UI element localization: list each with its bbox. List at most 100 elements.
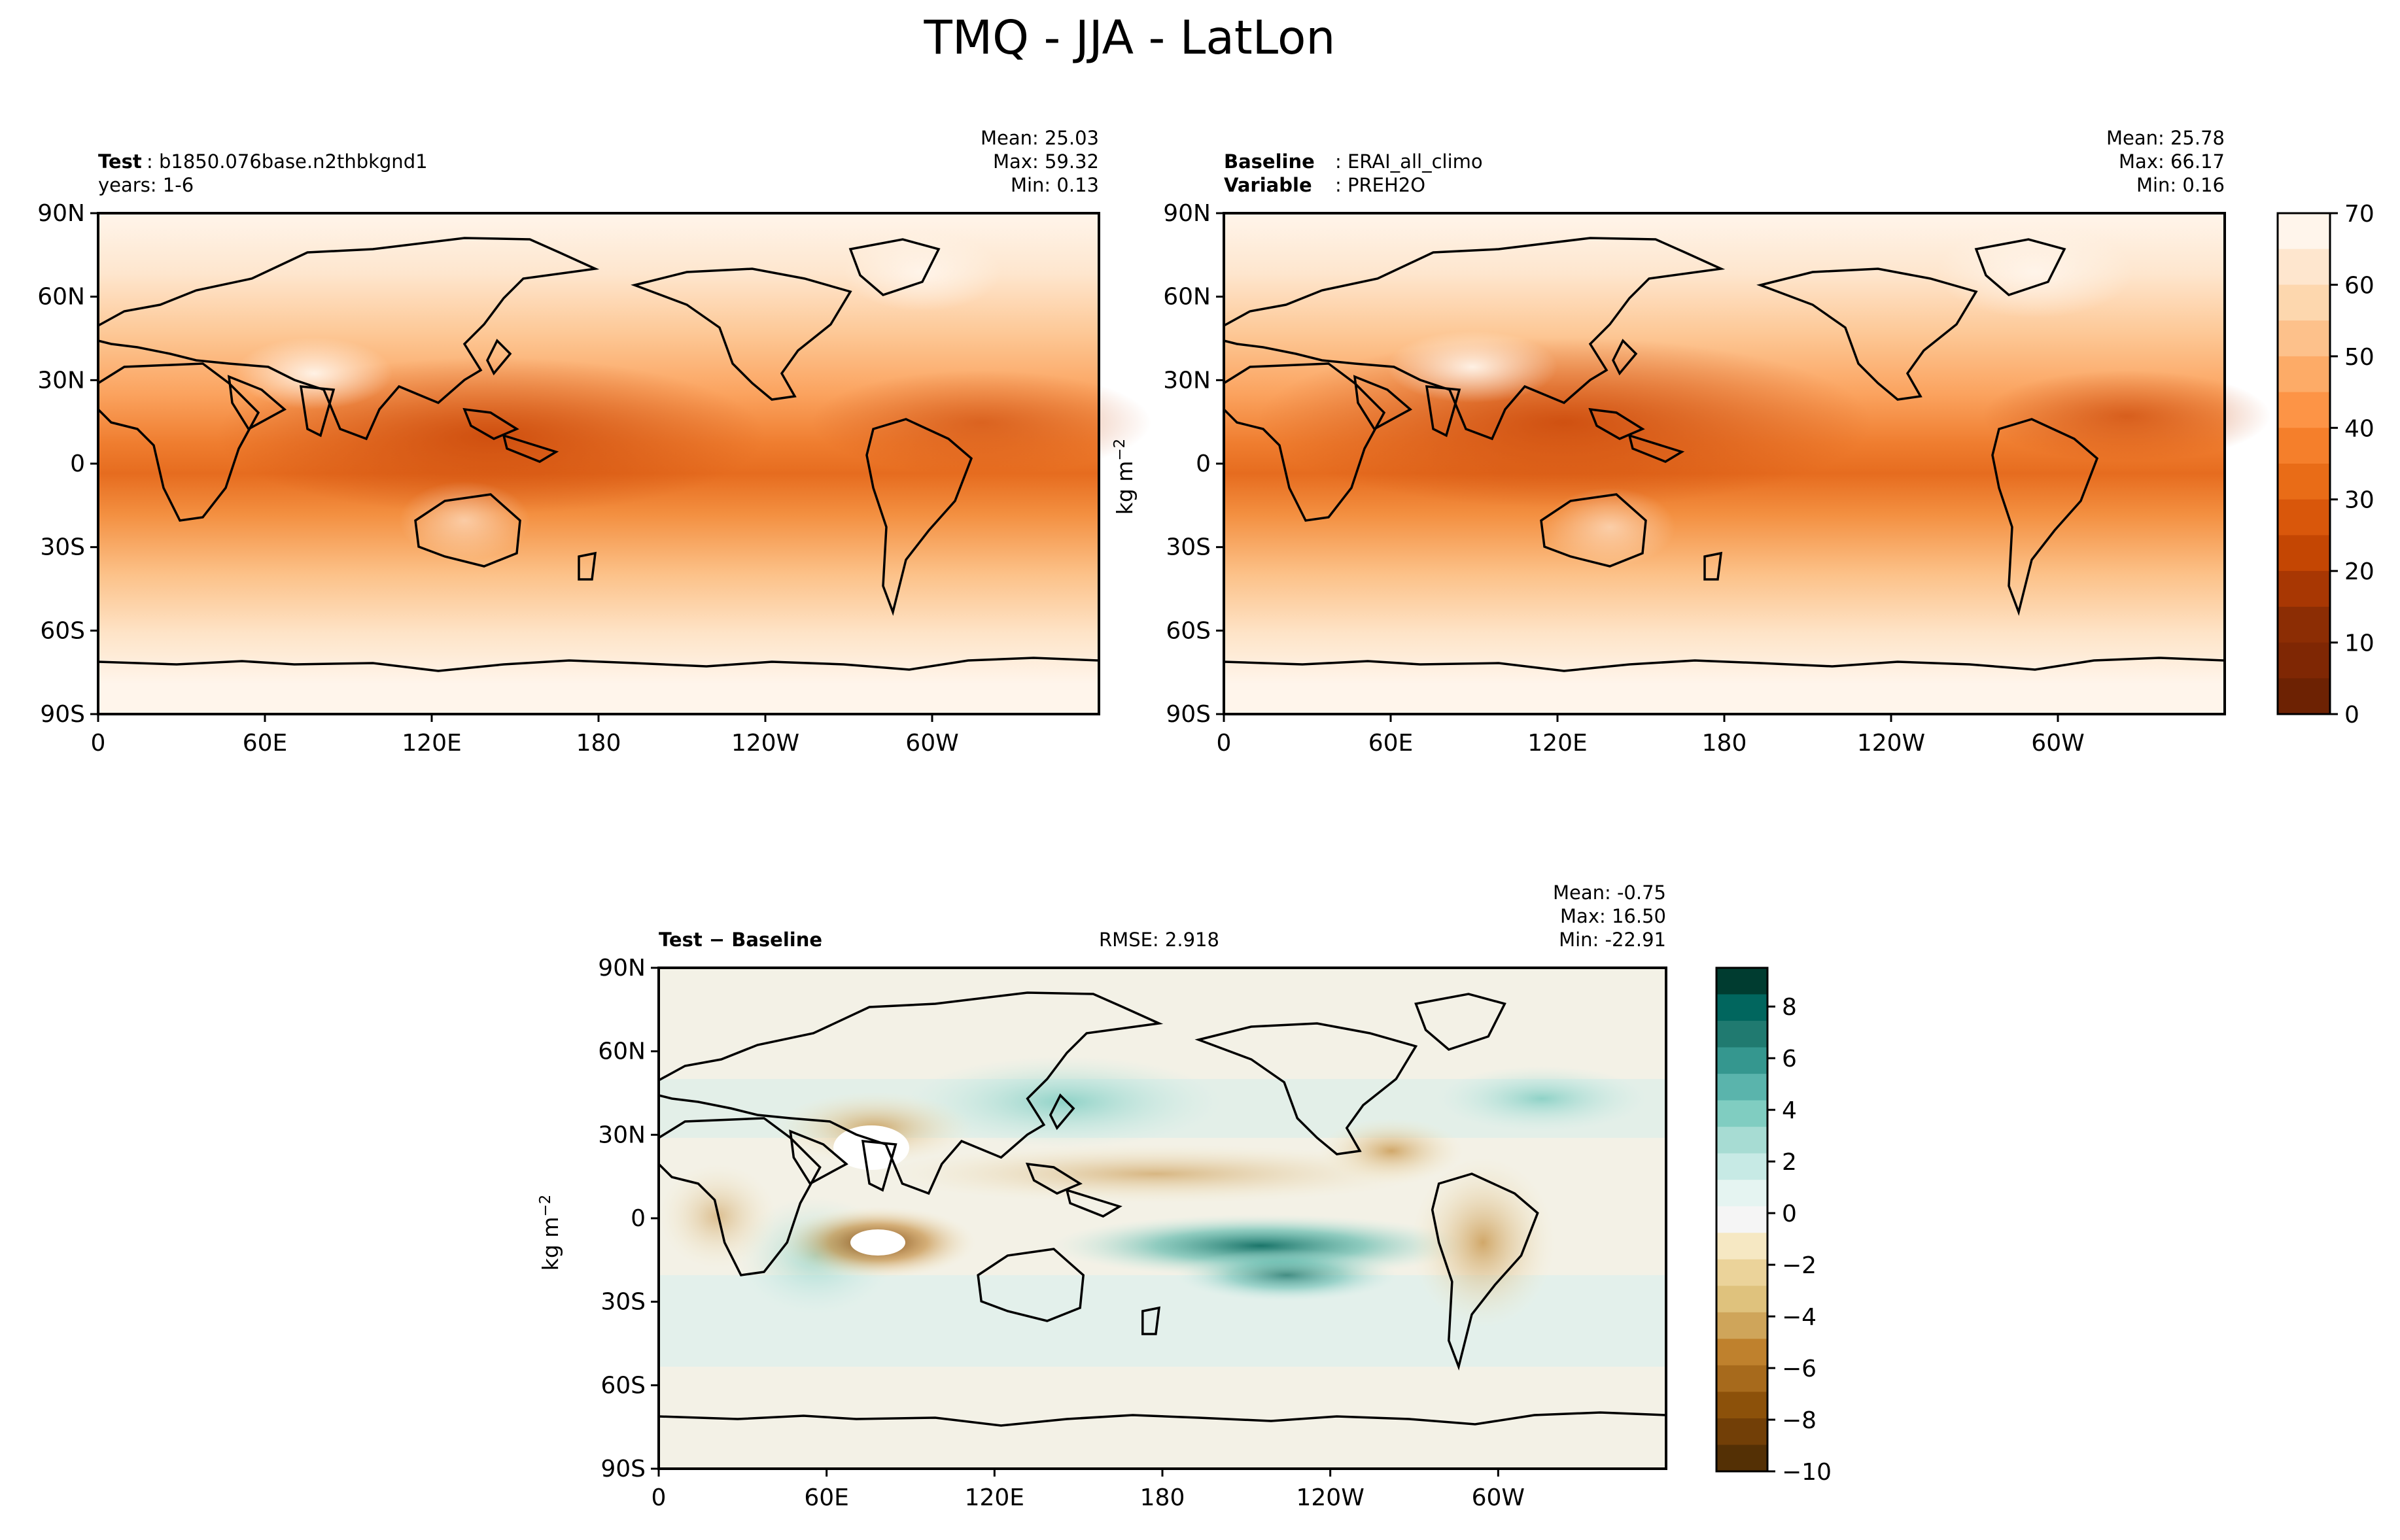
colorbar-band — [1716, 1445, 1767, 1472]
figure-title: TMQ - JJA - LatLon — [924, 10, 1336, 65]
x-tick-label: 60W — [905, 730, 958, 757]
colorbar-band — [2278, 464, 2330, 500]
y-tick-label: 90N — [37, 200, 85, 227]
baseline-title-rest: : ERAI_all_climo — [1335, 150, 1483, 173]
test-stat-min: Min: 0.13 — [1011, 174, 1099, 196]
x-tick-label: 120W — [1296, 1484, 1365, 1511]
colorbar-band — [1716, 1180, 1767, 1207]
colorbar-band — [1716, 1233, 1767, 1260]
y-tick-label: 60S — [600, 1372, 646, 1399]
colorbar-tick-label: 4 — [1782, 1097, 1797, 1124]
colorbar-tick-label: 2 — [1782, 1149, 1797, 1176]
colorbar-tick-label: 8 — [1782, 994, 1797, 1021]
y-tick-label: 30N — [598, 1121, 646, 1148]
x-tick-label: 120E — [965, 1484, 1024, 1511]
baseline-stat-min: Min: 0.16 — [2136, 174, 2225, 196]
colorbar-tick-label: −10 — [1782, 1459, 1832, 1486]
colorbar-band — [1716, 1365, 1767, 1393]
colorbar-tick-label: 20 — [2344, 558, 2374, 585]
colorbar-band — [1716, 994, 1767, 1021]
y-tick-label: 90N — [598, 955, 646, 982]
test-stat-mean: Mean: 25.03 — [981, 127, 1099, 149]
x-tick-label: 120W — [731, 730, 799, 757]
colorbar-band — [2278, 535, 2330, 572]
y-tick-label: 30N — [1163, 367, 1211, 394]
x-tick-label: 60E — [1368, 730, 1414, 757]
diff-title: Test − Baseline — [659, 929, 822, 951]
colorbar-band — [2278, 213, 2330, 250]
test-title-bold: Test — [98, 150, 142, 173]
colorbar-band — [2278, 284, 2330, 321]
colorbar-band — [1716, 1047, 1767, 1074]
colorbar-outline — [1715, 967, 1769, 1473]
colorbar-band — [2278, 248, 2330, 286]
panel-diff: Test − Baseline RMSE: 2.918 Mean: -0.75 … — [657, 881, 1667, 1470]
colorbar-tick-label: 40 — [2344, 415, 2374, 442]
colorbar-band — [1716, 1392, 1767, 1419]
colorbar-tick-label: 70 — [2344, 201, 2374, 228]
colorbar-band — [2278, 499, 2330, 536]
colorbar-band — [2278, 642, 2330, 679]
diff-stat-min: Min: -22.91 — [1559, 929, 1666, 951]
colorbar-band — [2278, 356, 2330, 393]
colorbar-band — [1716, 1418, 1767, 1446]
colorbar-tick-label: −4 — [1782, 1304, 1817, 1331]
diff-field — [659, 968, 1666, 1469]
colorbar-band — [2278, 428, 2330, 464]
y-tick-label: 30S — [1166, 534, 1211, 561]
diff-units-label: kg m−2 — [537, 1195, 563, 1271]
test-subtitle: years: 1-6 — [98, 174, 194, 196]
baseline-stat-mean: Mean: 25.78 — [2106, 127, 2225, 149]
diff-rmse: RMSE: 2.918 — [1099, 929, 1219, 951]
diff-stat-mean: Mean: -0.75 — [1553, 881, 1666, 904]
y-tick-label: 60S — [40, 617, 85, 644]
baseline-field — [1224, 213, 2270, 714]
y-tick-label: 30S — [600, 1289, 646, 1316]
colorbar-band — [1716, 1339, 1767, 1366]
panel-baseline: Baseline : ERAI_all_climo Variable : PRE… — [1223, 127, 2270, 715]
baseline-stat-max: Max: 66.17 — [2119, 150, 2225, 173]
colorbar-band — [1716, 1074, 1767, 1101]
colorbar-tick-label: 50 — [2344, 344, 2374, 371]
y-tick-label: 30N — [37, 367, 85, 394]
colorbar-band — [1716, 1286, 1767, 1313]
colorbar-tick-label: −2 — [1782, 1252, 1817, 1279]
colorbar-band — [1716, 1100, 1767, 1127]
test-field — [98, 213, 1151, 714]
colorbar-band — [1716, 1259, 1767, 1287]
y-tick-label: 60N — [598, 1038, 646, 1065]
colorbar-tick-label: 30 — [2344, 487, 2374, 514]
colorbar-tick-label: 6 — [1782, 1046, 1797, 1072]
x-tick-label: 60E — [804, 1484, 849, 1511]
panel-test: Test : b1850.076base.n2thbkgnd1 years: 1… — [97, 127, 1151, 715]
x-tick-label: 180 — [1702, 730, 1747, 757]
colorbar-tick-label: −6 — [1782, 1356, 1817, 1382]
baseline-units-label: kg m−2 — [1111, 439, 1138, 515]
y-tick-label: 0 — [1196, 451, 1211, 477]
baseline-title-bold: Baseline — [1224, 150, 1315, 173]
x-tick-label: 120E — [402, 730, 461, 757]
colorbar-band — [1716, 1021, 1767, 1048]
y-tick-label: 60S — [1166, 617, 1211, 644]
colorbar-band — [1716, 1206, 1767, 1234]
y-tick-label: 0 — [70, 451, 85, 477]
y-tick-label: 60N — [1163, 284, 1211, 311]
x-tick-label: 180 — [1140, 1484, 1185, 1511]
colorbar-band — [1716, 1127, 1767, 1154]
colorbar-tick-label: −8 — [1782, 1407, 1817, 1434]
colorbar-band — [2278, 320, 2330, 357]
colorbar-band — [1716, 1312, 1767, 1340]
colorbar-tick-label: 60 — [2344, 272, 2374, 299]
colorbar-outline — [2276, 212, 2331, 715]
x-tick-label: 120E — [1527, 730, 1587, 757]
y-tick-label: 30S — [40, 534, 85, 561]
x-tick-label: 0 — [652, 1484, 667, 1511]
baseline-subtitle-bold: Variable — [1224, 174, 1312, 196]
y-tick-label: 60N — [37, 284, 85, 311]
x-tick-label: 180 — [576, 730, 621, 757]
colorbar-tick-label: 0 — [1782, 1201, 1797, 1227]
colorbar-band — [2278, 606, 2330, 643]
y-tick-label: 90S — [1166, 701, 1211, 728]
